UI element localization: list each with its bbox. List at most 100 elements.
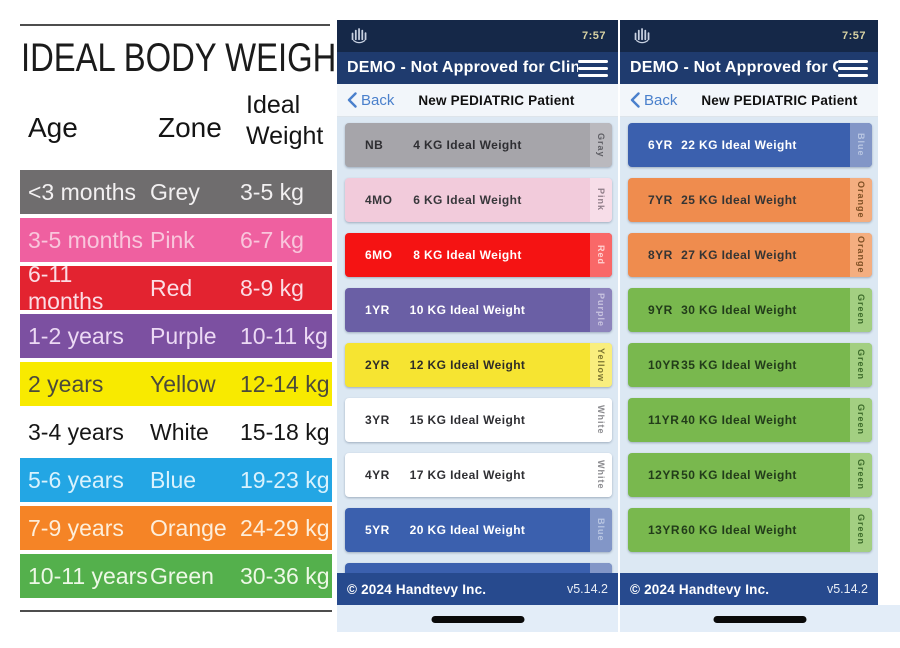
zone-color-tab: Pink bbox=[590, 178, 612, 222]
zone-color-tab: Purple bbox=[590, 288, 612, 332]
weight-zone-row: 1-2 years Purple 10-11 kg bbox=[20, 314, 332, 358]
zone-color-tab: Green bbox=[850, 343, 872, 387]
age-label: 9YR bbox=[648, 303, 673, 317]
zone-name-vertical: Purple bbox=[596, 292, 606, 327]
copyright-text: © 2024 Handtevy Inc. bbox=[347, 581, 487, 597]
patient-age-row[interactable]: 1YR 10 KG Ideal Weight Purple bbox=[345, 288, 612, 332]
patient-age-row[interactable]: 11YR 40 KG Ideal Weight Green bbox=[628, 398, 872, 442]
patient-age-row[interactable]: 6YR 22 KG Ideal Weight Blue bbox=[628, 123, 872, 167]
patient-age-row[interactable]: 2YR 12 KG Ideal Weight Yellow bbox=[345, 343, 612, 387]
back-chevron-icon bbox=[347, 92, 357, 108]
zone-name-vertical: Orange bbox=[856, 236, 866, 274]
age-label: 2YR bbox=[365, 358, 390, 372]
patient-age-row[interactable]: 4MO 6 KG Ideal Weight Pink bbox=[345, 178, 612, 222]
ideal-body-weight-table: IDEAL BODY WEIGHT Age Zone Ideal Weight … bbox=[0, 0, 356, 648]
back-label: Back bbox=[361, 91, 395, 109]
ideal-weight-range: 15-18 kg bbox=[240, 418, 330, 445]
zone-name-vertical: Green bbox=[856, 294, 866, 326]
age-range: 3-4 years bbox=[28, 418, 124, 445]
hamburger-menu-icon[interactable] bbox=[578, 59, 608, 77]
zone-color-tab: Green bbox=[850, 398, 872, 442]
patient-age-row[interactable] bbox=[345, 563, 612, 573]
age-label: NB bbox=[365, 138, 384, 152]
demo-banner-title: DEMO - Not Approved for Clinical... bbox=[347, 59, 578, 76]
hamburger-menu-icon[interactable] bbox=[838, 59, 868, 77]
zone-name-vertical: Green bbox=[856, 459, 866, 491]
age-label: 6YR bbox=[648, 138, 673, 152]
patient-age-row[interactable]: NB 4 KG Ideal Weight Gray bbox=[345, 123, 612, 167]
phone-screenshot-2: 7:57 DEMO - Not Approved for Clinical...… bbox=[620, 20, 900, 632]
back-button[interactable]: Back bbox=[347, 92, 394, 109]
ideal-weight-range: 12-14 kg bbox=[240, 370, 330, 397]
status-bar: 7:57 bbox=[337, 20, 618, 52]
ideal-weight-label: 20 KG Ideal Weight bbox=[409, 523, 526, 537]
column-header-age: Age bbox=[28, 112, 78, 143]
patient-age-row[interactable]: 9YR 30 KG Ideal Weight Green bbox=[628, 288, 872, 332]
patient-age-row[interactable]: 7YR 25 KG Ideal Weight Orange bbox=[628, 178, 872, 222]
home-indicator-area bbox=[337, 605, 618, 632]
weight-zone-rows: <3 months Grey 3-5 kg 3-5 months Pink 6-… bbox=[20, 170, 332, 602]
column-header-ideal-weight: Ideal Weight bbox=[246, 91, 324, 151]
zone-name-vertical: Green bbox=[856, 514, 866, 546]
ideal-weight-label: 30 KG Ideal Weight bbox=[681, 303, 797, 317]
back-button[interactable]: Back bbox=[630, 92, 677, 109]
age-range: 1-2 years bbox=[28, 322, 124, 349]
weight-zone-row: 10-11 years Green 30-36 kg bbox=[20, 554, 332, 598]
ideal-weight-label: 15 KG Ideal Weight bbox=[409, 413, 526, 427]
age-range: 5-6 years bbox=[28, 466, 124, 493]
zone-name-vertical: Pink bbox=[596, 188, 606, 212]
home-indicator[interactable] bbox=[713, 616, 807, 623]
zone-color-tab: Red bbox=[590, 233, 612, 277]
patient-age-row[interactable]: 10YR 35 KG Ideal Weight Green bbox=[628, 343, 872, 387]
age-range: <3 months bbox=[28, 178, 137, 205]
ideal-weight-label: 12 KG Ideal Weight bbox=[409, 358, 526, 372]
handtevy-hand-logo-icon bbox=[634, 28, 650, 44]
age-label: 13YR bbox=[648, 523, 681, 537]
clock-time: 7:57 bbox=[581, 30, 606, 42]
zone-name-vertical: White bbox=[596, 405, 606, 435]
age-label: 8YR bbox=[648, 248, 673, 262]
zone-name: Blue bbox=[150, 466, 197, 493]
ideal-weight-label: 4 KG Ideal Weight bbox=[413, 138, 522, 152]
age-label: 4YR bbox=[365, 468, 390, 482]
version-text: v5.14.2 bbox=[826, 582, 868, 596]
ideal-weight-range: 8-9 kg bbox=[240, 274, 304, 301]
zone-name-vertical: Gray bbox=[596, 132, 606, 158]
phone-screenshot-1: 7:57 DEMO - Not Approved for Clinical...… bbox=[337, 20, 618, 632]
patient-age-row[interactable]: 13YR 60 KG Ideal Weight Green bbox=[628, 508, 872, 552]
patient-age-row[interactable]: 8YR 27 KG Ideal Weight Orange bbox=[628, 233, 872, 277]
home-indicator-area bbox=[620, 605, 900, 632]
patient-age-list: NB 4 KG Ideal Weight Gray 4MO 6 KG Ideal… bbox=[337, 117, 618, 573]
status-bar: 7:57 bbox=[620, 20, 878, 52]
age-range: 3-5 months bbox=[28, 226, 144, 253]
chart-title: IDEAL BODY WEIGHT bbox=[21, 36, 357, 80]
age-label: 12YR bbox=[648, 468, 681, 482]
app-header: DEMO - Not Approved for Clinical... bbox=[620, 52, 878, 84]
age-range: 2 years bbox=[28, 370, 104, 397]
zone-name-vertical: Green bbox=[856, 349, 866, 381]
page-title: New PEDIATRIC Patient bbox=[418, 92, 575, 108]
ideal-weight-label: 50 KG Ideal Weight bbox=[681, 468, 797, 482]
patient-age-row[interactable]: 5YR 20 KG Ideal Weight Blue bbox=[345, 508, 612, 552]
patient-age-row[interactable]: 3YR 15 KG Ideal Weight White bbox=[345, 398, 612, 442]
patient-age-row[interactable]: 4YR 17 KG Ideal Weight White bbox=[345, 453, 612, 497]
zone-name-vertical: Orange bbox=[856, 181, 866, 219]
age-range: 6-11 months bbox=[28, 261, 104, 314]
zone-color-tab: Orange bbox=[850, 233, 872, 277]
ideal-weight-label: 22 KG Ideal Weight bbox=[681, 138, 797, 152]
zone-color-tab: Green bbox=[850, 288, 872, 332]
ideal-weight-label: 8 KG Ideal Weight bbox=[413, 248, 522, 262]
ideal-weight-range: 24-29 kg bbox=[240, 514, 330, 541]
patient-age-row[interactable]: 12YR 50 KG Ideal Weight Green bbox=[628, 453, 872, 497]
weight-zone-row: 7-9 years Orange 24-29 kg bbox=[20, 506, 332, 550]
zone-name: Grey bbox=[150, 178, 200, 205]
ideal-weight-label: 6 KG Ideal Weight bbox=[413, 193, 522, 207]
age-label: 10YR bbox=[648, 358, 681, 372]
patient-age-row[interactable]: 6MO 8 KG Ideal Weight Red bbox=[345, 233, 612, 277]
zone-color-tab: Orange bbox=[850, 178, 872, 222]
home-indicator[interactable] bbox=[431, 616, 524, 623]
age-range: 7-9 years bbox=[28, 514, 124, 541]
weight-zone-row: <3 months Grey 3-5 kg bbox=[20, 170, 332, 214]
zone-color-tab bbox=[590, 563, 612, 573]
navigation-bar: Back New PEDIATRIC Patient bbox=[337, 84, 618, 117]
